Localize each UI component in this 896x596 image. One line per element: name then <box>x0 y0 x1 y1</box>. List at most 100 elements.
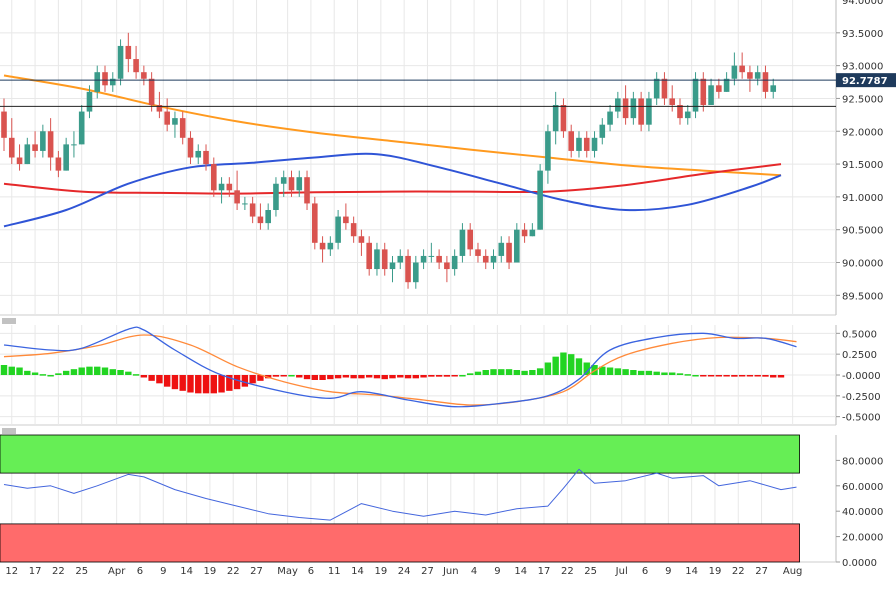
candle-body <box>257 216 264 224</box>
macd-histogram-bar <box>257 375 264 381</box>
candle <box>319 236 326 263</box>
candle-body <box>319 242 326 250</box>
macd-histogram-bar <box>288 375 295 377</box>
candle <box>747 65 753 92</box>
macd-histogram-bar <box>459 375 466 377</box>
candle <box>545 124 551 184</box>
macd-histogram-bar <box>47 375 54 377</box>
candle-body <box>622 98 629 119</box>
x-tick-label: 9 <box>160 566 166 577</box>
candle <box>210 157 217 197</box>
candle-body <box>133 59 139 73</box>
macd-histogram-bar <box>125 371 132 375</box>
candle <box>242 196 248 210</box>
candle <box>195 144 202 165</box>
candle-body <box>397 255 404 263</box>
candle <box>506 236 512 270</box>
panel-resize-handle[interactable] <box>2 318 16 324</box>
price-tick-label: 90.0000 <box>842 259 883 270</box>
candle <box>133 45 139 79</box>
candle-body <box>638 98 644 125</box>
x-tick-label: 27 <box>250 566 263 577</box>
candle <box>164 98 170 132</box>
macd-histogram-bar <box>101 367 109 375</box>
candle-body <box>770 85 777 92</box>
candle <box>498 236 505 263</box>
candle <box>304 170 310 210</box>
candle-body <box>692 78 699 112</box>
sma-short-line <box>3 152 782 228</box>
candle <box>366 236 372 276</box>
price-tick-label: 93.5000 <box>842 29 883 40</box>
macd-histogram-bar <box>630 370 637 375</box>
macd-histogram-bar <box>195 375 202 394</box>
price-y-axis: 93.5000 93.0000 92.5000 92.0000 91.5000 91.00… <box>836 0 883 302</box>
candle-body <box>366 242 372 270</box>
candle <box>537 164 543 230</box>
rsi-overbought-band <box>0 434 800 474</box>
candle <box>692 72 699 119</box>
macd-histogram-bar <box>428 375 435 377</box>
candle-body <box>420 255 427 263</box>
macd-tick-label: -0.0000 <box>842 371 881 382</box>
macd-histogram-bar <box>241 375 249 387</box>
macd-histogram-bar <box>280 375 287 377</box>
candle-body <box>94 72 101 92</box>
macd-panel[interactable]: 0.5000 0.2500 -0.0000 -0.2500 -0.5000 <box>0 326 881 424</box>
x-tick-label: May <box>277 566 298 577</box>
macd-histogram-bar <box>381 375 388 380</box>
candle <box>102 65 108 92</box>
x-tick-label: Aug <box>783 566 803 577</box>
candle <box>521 223 528 243</box>
x-tick-label: 22 <box>561 566 574 577</box>
candle-body <box>350 223 357 237</box>
price-panel[interactable]: 93.5000 93.0000 92.5000 92.0000 91.5000 91.00… <box>0 0 896 302</box>
x-tick-label: 12 <box>5 566 18 577</box>
x-tick-label: 6 <box>308 566 314 577</box>
candle <box>125 32 132 73</box>
candle <box>754 65 761 86</box>
moving-averages <box>3 74 782 228</box>
x-tick-label: 14 <box>351 566 364 577</box>
macd-histogram-bar <box>560 352 567 375</box>
macd-histogram-bar <box>8 366 15 375</box>
x-tick-label: 22 <box>52 566 65 577</box>
macd-histogram-bar <box>684 374 691 376</box>
candle-body <box>405 255 411 283</box>
candlesticks[interactable] <box>1 32 777 289</box>
candle <box>653 72 660 105</box>
candle <box>265 203 271 230</box>
candle-body <box>537 170 543 230</box>
candle-body <box>312 203 318 243</box>
macd-histogram-bar <box>404 375 412 379</box>
candle-body <box>739 65 745 73</box>
panel-handles[interactable] <box>2 318 16 434</box>
macd-signal-line <box>3 334 797 406</box>
rsi-panel[interactable]: 80.0000 60.0000 40.0000 20.0000 0.0000 <box>0 434 883 569</box>
panel-resize-handle[interactable] <box>2 428 16 434</box>
x-tick-label: 17 <box>538 566 551 577</box>
candle <box>475 242 481 263</box>
x-tick-label: 19 <box>709 566 722 577</box>
candle <box>568 124 575 158</box>
candle <box>420 249 427 270</box>
macd-histogram-bar <box>529 370 536 375</box>
macd-histogram-bar <box>498 369 505 375</box>
macd-histogram-bar <box>62 370 70 375</box>
macd-histogram-bar <box>342 375 350 378</box>
macd-histogram-bar <box>226 375 233 391</box>
macd-histogram-bar <box>365 375 373 378</box>
rsi-tick-label: 20.0000 <box>842 533 883 544</box>
candle <box>32 131 38 158</box>
macd-histogram-bar <box>39 374 47 376</box>
candle-body <box>630 98 637 119</box>
price-top-tick-label: 94.0000 <box>842 0 883 7</box>
rsi-oversold-band <box>0 523 800 563</box>
candle-body <box>335 216 341 243</box>
candle-body <box>754 72 761 79</box>
macd-histogram-bar <box>591 365 598 375</box>
candle-body <box>8 137 15 158</box>
macd-histogram-bar <box>746 375 754 377</box>
